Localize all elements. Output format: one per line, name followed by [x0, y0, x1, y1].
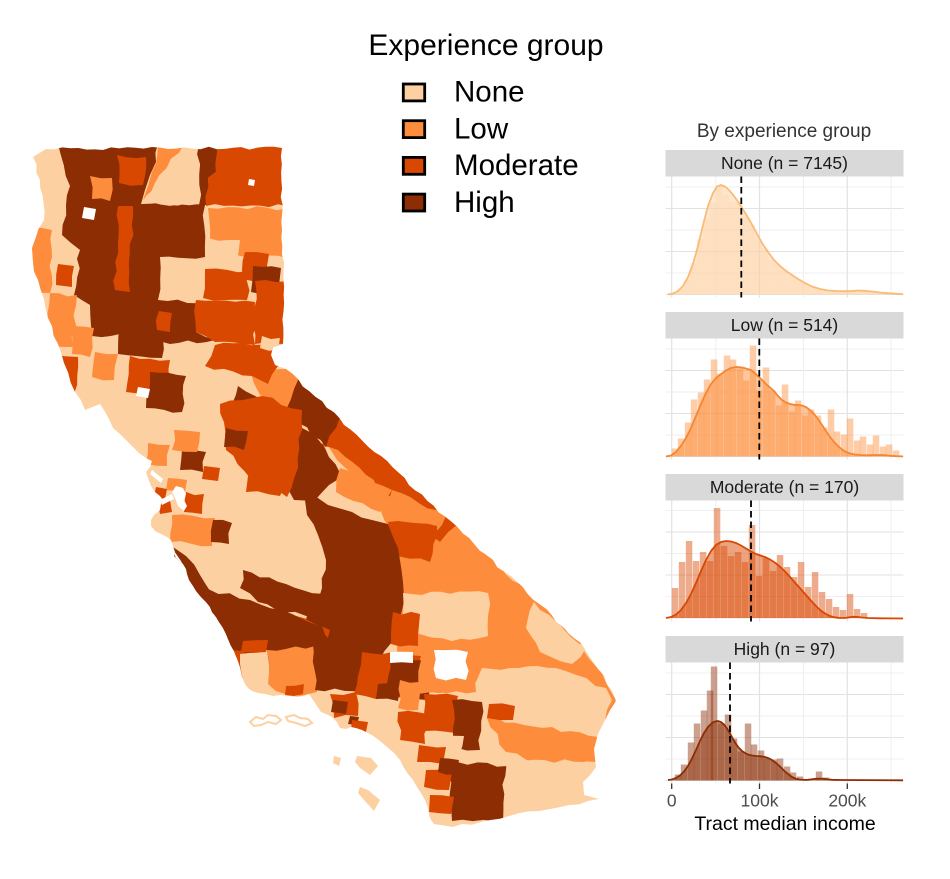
svg-text:Tract median income: Tract median income — [694, 813, 875, 835]
svg-text:Low: Low — [454, 112, 509, 145]
svg-text:Moderate (n = 170): Moderate (n = 170) — [710, 477, 859, 497]
svg-text:High: High — [454, 186, 515, 219]
svg-text:None (n = 7145): None (n = 7145) — [721, 153, 848, 173]
svg-text:None: None — [454, 76, 525, 109]
svg-text:Experience group: Experience group — [368, 29, 603, 62]
svg-text:100k: 100k — [741, 791, 779, 811]
svg-text:High (n = 97): High (n = 97) — [734, 639, 836, 659]
svg-text:By experience group: By experience group — [697, 121, 871, 142]
svg-text:Moderate: Moderate — [454, 149, 579, 182]
svg-text:200k: 200k — [828, 791, 866, 811]
svg-text:0: 0 — [667, 791, 677, 811]
svg-text:Low (n = 514): Low (n = 514) — [731, 315, 839, 335]
